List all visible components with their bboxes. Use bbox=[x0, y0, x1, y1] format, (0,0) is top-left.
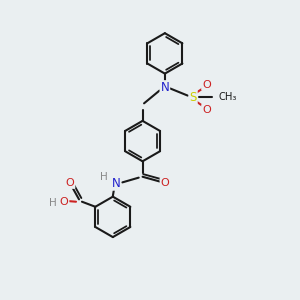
Text: O: O bbox=[66, 178, 74, 188]
Text: O: O bbox=[60, 197, 68, 207]
Text: N: N bbox=[160, 81, 169, 94]
Text: N: N bbox=[111, 177, 120, 190]
Text: H: H bbox=[49, 198, 57, 208]
Text: CH₃: CH₃ bbox=[219, 92, 237, 102]
Text: H: H bbox=[100, 172, 108, 182]
Text: O: O bbox=[202, 105, 211, 115]
Text: O: O bbox=[202, 80, 211, 90]
Text: O: O bbox=[160, 178, 169, 188]
Text: S: S bbox=[189, 91, 197, 103]
